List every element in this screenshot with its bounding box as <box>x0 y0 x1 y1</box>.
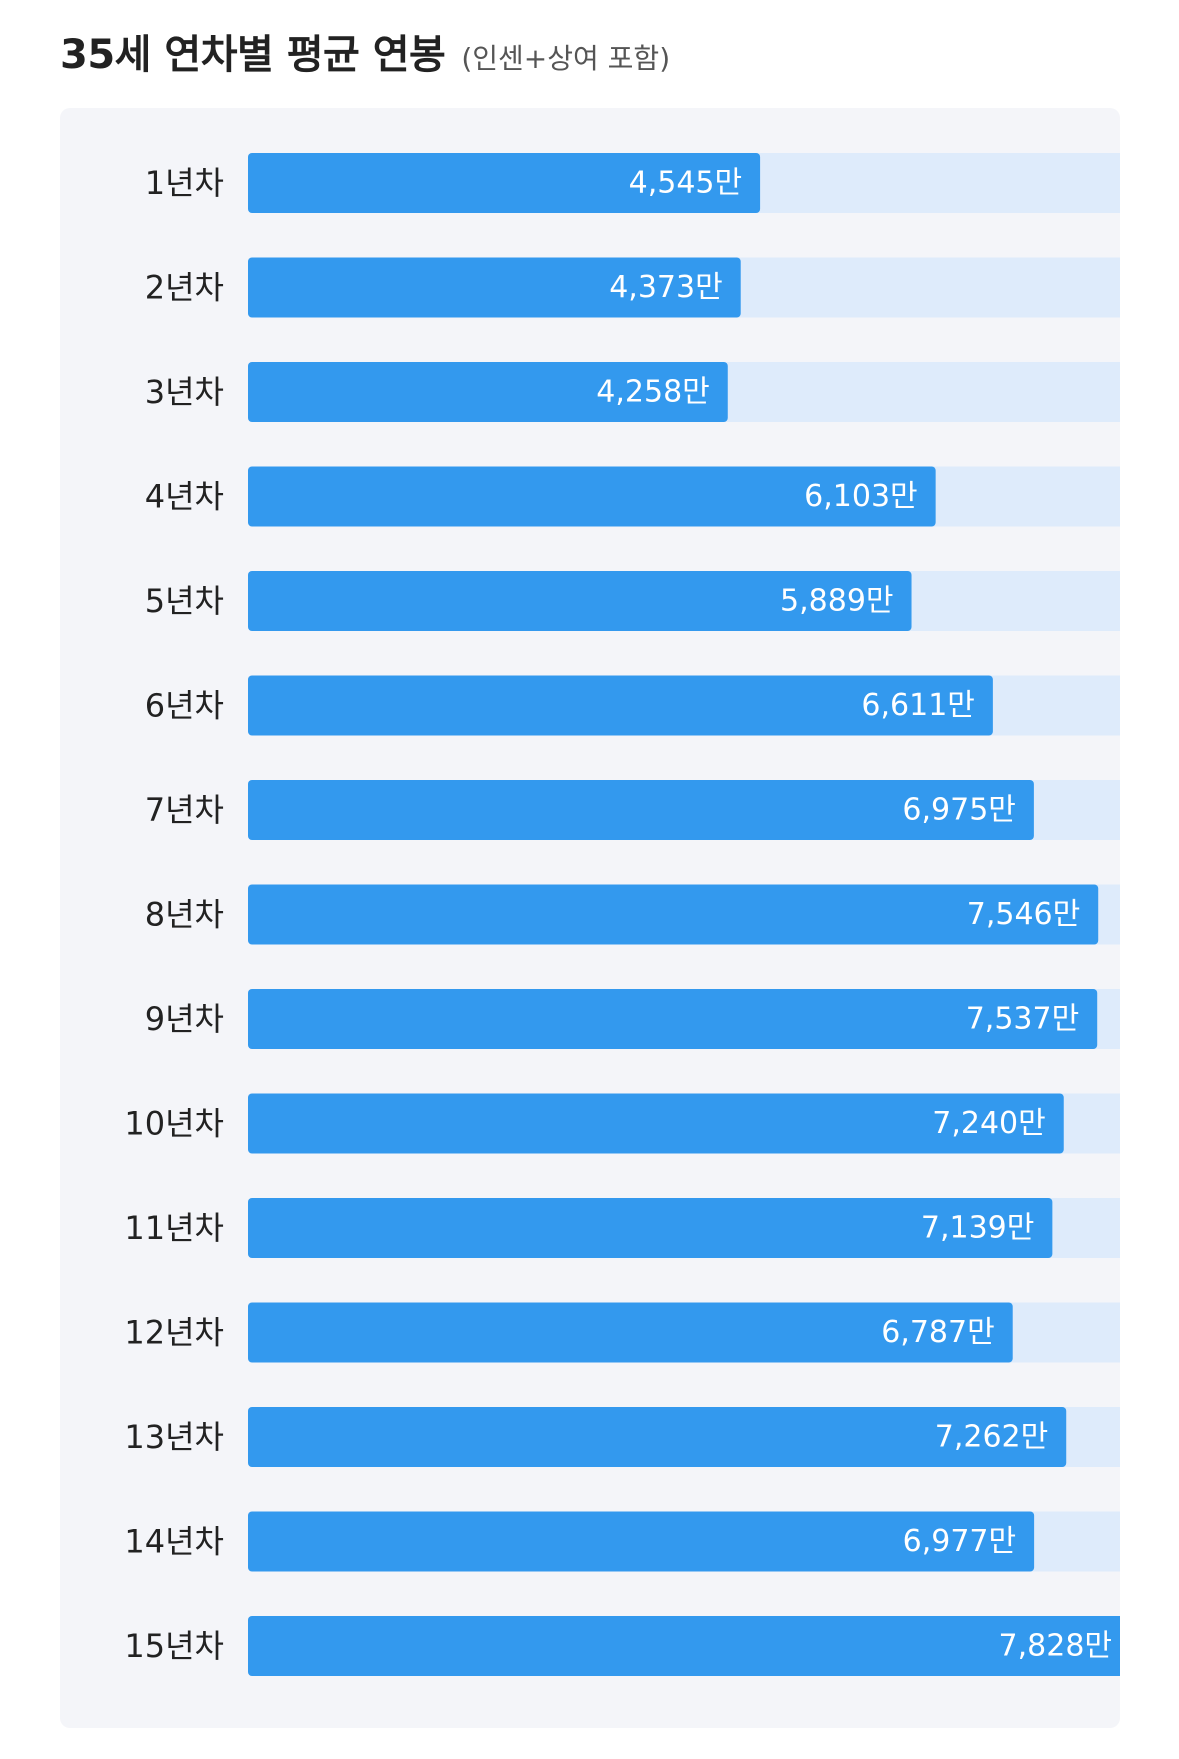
bar-row: 2년차 4,373만 <box>145 257 1120 318</box>
bar-row: 12년차 6,787만 <box>124 1302 1120 1363</box>
value-label: 7,262만 <box>935 1420 1048 1455</box>
value-label: 7,139만 <box>921 1211 1034 1246</box>
bar-row: 1년차 4,545만 <box>145 153 1120 213</box>
category-label: 8년차 <box>145 896 224 934</box>
value-label: 4,258만 <box>596 375 709 410</box>
category-label: 6년차 <box>145 687 224 725</box>
bar-row: 7년차 6,975만 <box>145 780 1120 840</box>
chart-title: 35세 연차별 평균 연봉 <box>60 32 446 78</box>
bar <box>248 989 1098 1049</box>
bar <box>248 1616 1120 1676</box>
bar <box>248 1198 1053 1258</box>
category-label: 14년차 <box>124 1523 224 1561</box>
bar-row: 5년차 5,889만 <box>145 571 1120 631</box>
chart-subtitle: (인센+상여 포함) <box>461 42 671 75</box>
bar-row: 15년차 7,828만 <box>124 1616 1120 1676</box>
bar <box>248 884 1099 945</box>
bar-row: 3년차 4,258만 <box>145 362 1120 422</box>
bar <box>248 1093 1064 1154</box>
bar-row: 6년차 6,611만 <box>145 675 1120 736</box>
value-label: 6,977만 <box>903 1524 1016 1559</box>
category-label: 3년차 <box>145 373 224 411</box>
category-label: 13년차 <box>124 1418 224 1456</box>
value-label: 6,103만 <box>804 479 917 514</box>
bar <box>248 257 741 318</box>
bar <box>248 675 993 736</box>
value-label: 6,975만 <box>902 793 1015 828</box>
bar-row: 10년차 7,240만 <box>124 1093 1120 1154</box>
value-label: 5,889만 <box>780 584 893 619</box>
bar <box>248 1302 1013 1363</box>
bar <box>248 571 912 631</box>
category-label: 11년차 <box>124 1209 224 1247</box>
value-label: 4,373만 <box>609 270 722 305</box>
bar <box>248 1511 1035 1572</box>
bar <box>248 780 1034 840</box>
bar <box>248 362 728 422</box>
chart-panel: 1년차 4,545만 2년차 4,373만 3년차 4,258만 4년차 6,103만 5년차 5… <box>60 108 1120 1728</box>
bar-row: 9년차 7,537만 <box>145 989 1120 1049</box>
value-label: 7,546만 <box>967 897 1080 932</box>
bar-row: 8년차 7,546만 <box>145 884 1120 945</box>
value-label: 4,545만 <box>629 166 742 201</box>
category-label: 2년차 <box>145 269 224 307</box>
bar-row: 13년차 7,262만 <box>124 1407 1120 1467</box>
category-label: 4년차 <box>145 478 224 516</box>
category-label: 12년차 <box>124 1314 224 1352</box>
bar <box>248 1407 1067 1467</box>
category-label: 7년차 <box>145 791 224 829</box>
bar-row: 14년차 6,977만 <box>124 1511 1120 1572</box>
bar-row: 4년차 6,103만 <box>145 466 1120 527</box>
value-label: 7,537만 <box>966 1002 1079 1037</box>
category-label: 5년차 <box>145 582 224 620</box>
value-label: 7,828만 <box>999 1629 1112 1664</box>
value-label: 7,240만 <box>932 1106 1045 1141</box>
chart-title-row: 35세 연차별 평균 연봉 (인센+상여 포함) <box>60 22 670 82</box>
bar <box>248 153 761 213</box>
category-label: 15년차 <box>124 1627 224 1665</box>
bar <box>248 466 936 527</box>
bar-row: 11년차 7,139만 <box>124 1198 1120 1258</box>
category-label: 10년차 <box>124 1105 224 1143</box>
value-label: 6,787만 <box>881 1315 994 1350</box>
value-label: 6,611만 <box>861 688 974 723</box>
category-label: 9년차 <box>145 1000 224 1038</box>
category-label: 1년차 <box>145 164 224 202</box>
